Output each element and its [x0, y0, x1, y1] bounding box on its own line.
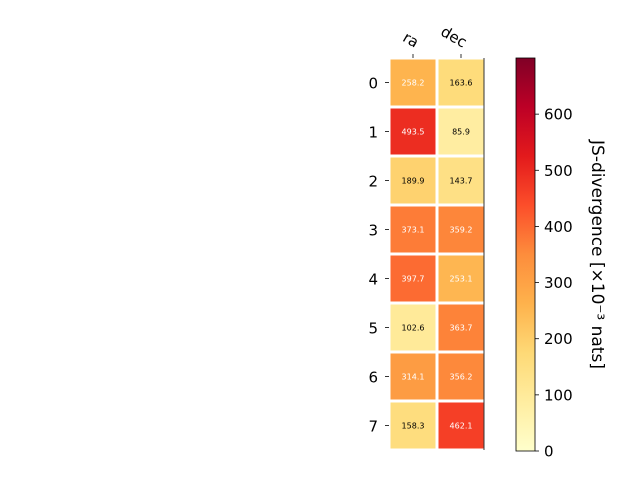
colorbar-tick-label: 500	[544, 162, 573, 180]
cell-value-label: 462.1	[450, 422, 473, 431]
cell-value-label: 359.2	[450, 226, 473, 235]
heatmap-cells: 258.2 163.6 493.5 85.9 189.9 143.7 373.1 359.2 3…	[390, 59, 484, 449]
cell-value-label: 363.7	[450, 324, 473, 333]
cell-value-label: 158.3	[402, 422, 425, 431]
y-tick-label: 2	[368, 173, 378, 191]
colorbar-tick-label: 600	[544, 106, 573, 124]
heatmap-cell	[390, 206, 436, 253]
heatmap-cell	[390, 304, 436, 351]
heatmap-cell	[438, 108, 484, 155]
cell-value-label: 493.5	[402, 128, 425, 137]
heatmap-cell	[390, 59, 436, 106]
colorbar-tick-label: 200	[544, 330, 573, 348]
cell-value-label: 253.1	[450, 275, 473, 284]
y-tick-label: 7	[368, 418, 378, 436]
colorbar-tick-label: 300	[544, 274, 573, 292]
heatmap-cell	[438, 59, 484, 106]
y-tick-label: 0	[368, 75, 378, 93]
heatmap-cell	[390, 402, 436, 449]
colorbar-label: JS-divergence [×10⁻³ nats]	[587, 139, 607, 369]
y-tick-labels: 0 1 2 3 4 5 6 7	[368, 75, 389, 436]
cell-value-label: 314.1	[402, 373, 425, 382]
cell-value-label: 373.1	[402, 226, 425, 235]
x-tick-labels: ra dec	[400, 22, 470, 58]
colorbar-tick-label: 100	[544, 386, 573, 404]
cell-value-label: 85.9	[452, 128, 470, 137]
heatmap-cell	[438, 206, 484, 253]
y-tick-label: 5	[368, 320, 378, 338]
colorbar-ticks: 0 100 200 300 400 500 600	[535, 106, 573, 461]
cell-value-label: 397.7	[402, 275, 425, 284]
x-tick-label: dec	[438, 22, 470, 51]
heatmap-cell	[438, 157, 484, 204]
heatmap-cell	[390, 157, 436, 204]
y-tick-label: 4	[368, 271, 378, 289]
heatmap-cell	[438, 353, 484, 400]
y-tick-label: 3	[368, 222, 378, 240]
cell-value-label: 258.2	[402, 79, 425, 88]
heatmap-cell	[438, 255, 484, 302]
cell-value-label: 102.6	[402, 324, 425, 333]
x-tick-label: ra	[400, 28, 422, 51]
heatmap-cell	[390, 108, 436, 155]
heatmap-cell	[438, 304, 484, 351]
cell-value-label: 189.9	[402, 177, 425, 186]
colorbar-tick-label: 0	[544, 443, 554, 461]
heatmap-cell	[390, 353, 436, 400]
cell-value-label: 163.6	[450, 79, 473, 88]
y-tick-label: 6	[368, 369, 378, 387]
colorbar	[515, 57, 536, 452]
heatmap-cell	[438, 402, 484, 449]
colorbar-tick-label: 400	[544, 218, 573, 236]
heatmap-cell	[390, 255, 436, 302]
cell-value-label: 356.2	[450, 373, 473, 382]
y-tick-label: 1	[368, 124, 378, 142]
cell-value-label: 143.7	[450, 177, 473, 186]
